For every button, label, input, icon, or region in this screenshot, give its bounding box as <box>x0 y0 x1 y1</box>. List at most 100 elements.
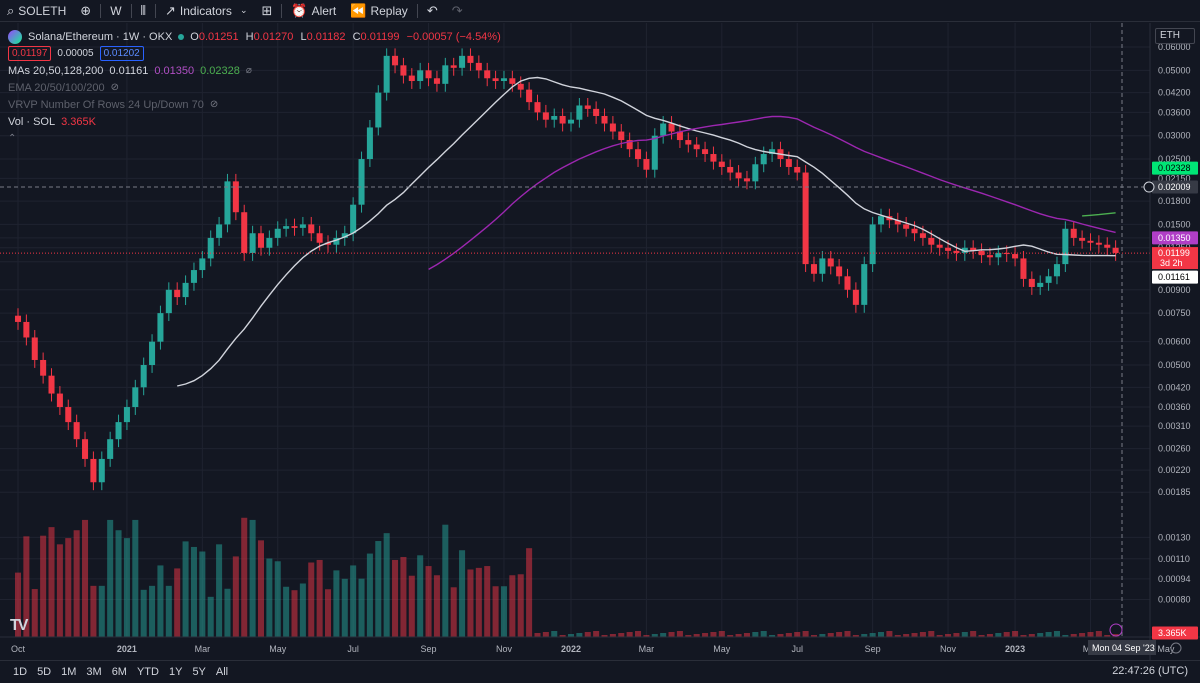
volume-bar <box>182 541 189 637</box>
timeframe-1m[interactable]: 1M <box>61 666 77 678</box>
candle-body <box>358 159 365 205</box>
candle-body <box>123 407 130 423</box>
candle-body <box>827 258 834 267</box>
ma20-line <box>177 76 1116 387</box>
volume-bar <box>1062 635 1069 637</box>
bid-ask-row: 0.01197 0.00005 0.01202 <box>8 45 505 62</box>
volume-bar <box>475 567 482 637</box>
legend-title-row: Solana/Ethereum · 1W · OKX O0.01251 H0.0… <box>8 28 505 45</box>
chart-type-button[interactable]: ⫴ <box>134 0 153 22</box>
replay-button[interactable]: ⏪ Replay <box>343 0 415 22</box>
candle-body <box>1028 278 1035 287</box>
volume-bar <box>48 527 55 637</box>
candle-body <box>241 212 248 253</box>
ema-label: EMA 20/50/100/200 <box>8 81 105 94</box>
volume-bar <box>509 575 516 637</box>
time-axis[interactable]: Oct 2021 Mar May Jul Sep Nov 2022 Mar May Jul Sep No… <box>0 636 1200 654</box>
templates-button[interactable]: ⊞ <box>254 0 279 22</box>
price-tick-label: 0.00900 <box>1158 285 1191 295</box>
candle-body <box>1112 247 1119 253</box>
collapse-icon[interactable]: ⌃ <box>8 132 17 144</box>
volume-bar <box>241 517 248 637</box>
indicators-button[interactable]: ↗ Indicators ⌄ <box>158 0 254 22</box>
candle-body <box>475 62 482 71</box>
settings-icon[interactable]: ⌀ <box>245 64 252 76</box>
timeframe-1y[interactable]: 1Y <box>168 666 183 678</box>
candle-body <box>869 224 876 265</box>
timeframe-1d[interactable]: 1D <box>13 666 28 678</box>
currency-selector[interactable]: ETH <box>1155 28 1195 44</box>
market-open-icon <box>178 33 185 40</box>
candle-body <box>584 105 591 109</box>
chart-pane[interactable]: 0.06000 0.05000 0.04200 0.03600 0.03000 0.025… <box>0 23 1200 660</box>
crosshair-date-bg <box>1088 640 1156 655</box>
volume-bar <box>375 541 382 637</box>
lightning-icon[interactable] <box>1109 623 1123 637</box>
candle-body <box>199 258 206 271</box>
volume-bar <box>341 578 348 637</box>
tradingview-logo-icon[interactable]: TV <box>10 617 29 634</box>
candle-body <box>1104 244 1111 248</box>
interval-button[interactable]: W <box>103 0 128 22</box>
timeframe-all[interactable]: All <box>215 666 229 678</box>
undo-button[interactable]: ↶ <box>420 0 445 22</box>
volume-bar <box>844 631 851 637</box>
volume-bar <box>257 540 265 637</box>
timeframe-ytd[interactable]: YTD <box>136 666 159 678</box>
candle-body <box>668 123 675 132</box>
candle-body <box>283 226 290 229</box>
alert-button[interactable]: ⏰ Alert <box>284 0 343 22</box>
volume-bar <box>65 538 72 637</box>
sell-button[interactable]: 0.01197 <box>8 46 52 61</box>
volume-badge: 3.365K <box>1158 628 1187 638</box>
volume-bar <box>836 632 843 637</box>
candle-body <box>316 233 323 243</box>
volume-bar <box>274 561 281 637</box>
volume-bar <box>559 635 566 637</box>
add-alert-icon[interactable] <box>1143 181 1155 193</box>
candle-body <box>182 282 189 298</box>
symbol-search[interactable]: ⌕ SOLETH <box>0 0 73 22</box>
price-tick-label: 0.00094 <box>1158 574 1191 584</box>
timeframe-5y[interactable]: 5Y <box>192 666 206 678</box>
legend-vrvp[interactable]: VRVP Number Of Rows 24 Up/Down 70 ⊘ <box>8 96 505 113</box>
legend-volume[interactable]: Vol · SOL 3.365K <box>8 113 505 130</box>
volume-bar <box>1045 632 1052 637</box>
candle-body <box>467 55 474 63</box>
volume-bar <box>643 635 650 637</box>
volume-bar <box>961 632 968 637</box>
timeframe-5d[interactable]: 5D <box>37 666 52 678</box>
candle-body <box>785 159 792 167</box>
hidden-eye-icon[interactable]: ⊘ <box>209 98 219 110</box>
replay-label: Replay <box>370 3 408 18</box>
candle-body <box>1003 252 1010 255</box>
price-chart[interactable]: 0.06000 0.05000 0.04200 0.03600 0.03000 0.025… <box>0 23 1200 660</box>
legend-ema[interactable]: EMA 20/50/100/200 ⊘ <box>8 79 505 96</box>
candle-body <box>894 220 901 225</box>
volume-bar <box>936 635 943 637</box>
candles-icon: ⫴ <box>140 3 146 18</box>
ma50-line <box>428 115 1116 271</box>
volume-bar <box>877 632 885 637</box>
price-tick-label: 0.00185 <box>1158 487 1191 497</box>
timeframe-6m[interactable]: 6M <box>111 666 127 678</box>
hidden-eye-icon[interactable]: ⊘ <box>110 81 120 93</box>
chart-legend: Solana/Ethereum · 1W · OKX O0.01251 H0.0… <box>8 28 505 147</box>
volume-bar <box>1087 632 1094 637</box>
legend-mas[interactable]: MAs 20,50,128,200 0.01161 0.01350 0.0232… <box>8 62 505 79</box>
price-axis[interactable]: 0.06000 0.05000 0.04200 0.03600 0.03000 0.025… <box>1149 23 1200 660</box>
volume-bar <box>190 546 197 637</box>
candle-body <box>626 140 633 150</box>
candle-body <box>769 149 776 155</box>
candle-body <box>676 131 683 141</box>
legend-collapse[interactable]: ⌃ <box>8 130 505 147</box>
volume-bar <box>676 631 683 637</box>
compare-button[interactable]: ⊕ <box>73 0 98 22</box>
redo-button[interactable]: ↷ <box>445 0 470 22</box>
clock[interactable]: 22:47:26 (UTC) <box>1112 665 1188 677</box>
gear-icon[interactable] <box>1170 642 1182 654</box>
timeframe-3m[interactable]: 3M <box>86 666 102 678</box>
ma50-price-badge-bg <box>1152 231 1198 245</box>
buy-button[interactable]: 0.01202 <box>99 46 144 61</box>
